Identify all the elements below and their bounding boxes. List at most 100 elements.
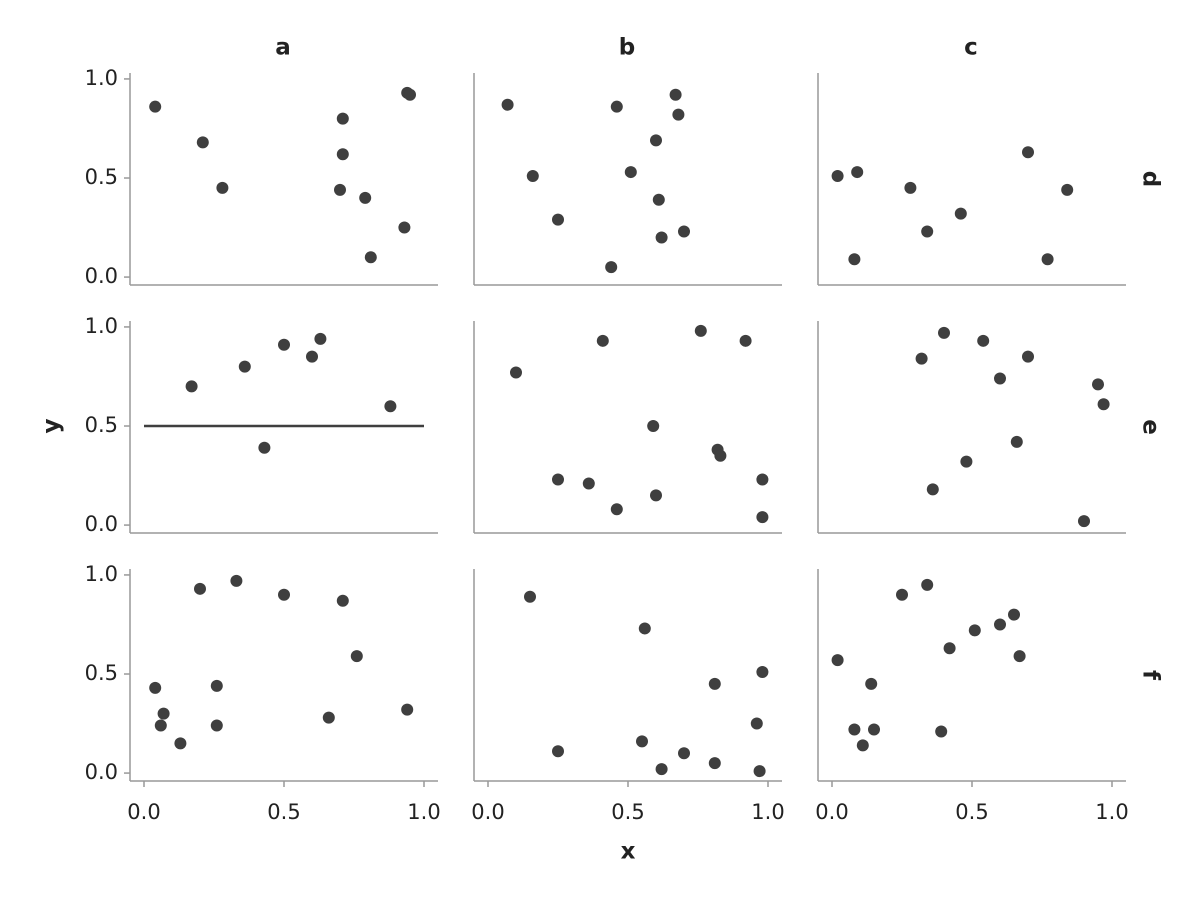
point [968,624,981,637]
point [650,134,662,147]
point [596,334,609,347]
point [1061,183,1074,196]
point [652,193,665,206]
point [401,703,414,716]
x-tick-label: 0.5 [267,800,300,824]
point [636,735,648,748]
y-tick-label: 0.0 [85,512,118,536]
row-label: f [1138,670,1164,681]
point [756,473,769,486]
point [610,503,623,516]
y-tick-label: 0.5 [85,661,118,685]
x-tick-label: 1.0 [407,800,440,824]
point [921,578,934,591]
point [926,483,939,496]
point [1041,253,1054,266]
point [896,588,908,601]
point [1008,608,1020,621]
x-tick-label: 0.0 [471,800,504,824]
x-axis-label: x [621,839,636,865]
point [750,717,763,730]
point [350,650,363,663]
point [935,725,948,738]
x-tick-label: 0.0 [815,800,848,824]
point [672,108,685,121]
point [977,334,990,347]
point [848,253,861,266]
point [501,98,514,111]
y-tick-label: 1.0 [85,314,118,338]
point [831,654,844,667]
point [154,719,167,732]
y-tick-label: 1.0 [85,66,118,90]
point [384,400,397,413]
point [210,679,223,692]
point [669,88,682,101]
y-tick-label: 1.0 [85,562,118,586]
point [230,574,243,587]
point [524,590,536,603]
point [552,473,564,486]
point [1022,350,1034,363]
row-label: d [1138,171,1164,187]
x-tick-label: 0.5 [611,800,644,824]
point [739,334,752,347]
point [856,739,869,752]
point [157,707,170,720]
point [714,449,727,462]
point [708,757,721,770]
point [306,350,318,363]
point [334,183,346,196]
point [960,455,973,468]
point [278,338,290,351]
point [655,763,668,776]
point [552,745,564,758]
y-tick-label: 0.5 [85,413,118,437]
point [185,380,198,393]
point [1092,378,1104,391]
point [831,170,844,183]
point [848,723,861,736]
point [921,225,934,238]
point [638,622,651,635]
point [314,332,327,345]
x-tick-label: 1.0 [751,800,784,824]
point [756,666,769,679]
point [510,366,522,379]
point [678,225,690,238]
point [943,642,956,655]
x-tick-label: 0.5 [955,800,988,824]
point [582,477,595,490]
point [149,681,162,694]
y-tick-label: 0.0 [85,264,118,288]
point [708,677,721,690]
point [1022,146,1034,159]
point [694,324,707,337]
point [994,618,1006,631]
point [647,420,660,433]
point [994,372,1006,385]
y-tick-label: 0.5 [85,165,118,189]
point [865,677,878,690]
point [655,231,668,244]
column-label: c [964,35,978,61]
point [678,747,690,760]
point [210,719,223,732]
point [194,582,206,595]
point [756,511,769,524]
point [624,166,637,179]
point [753,765,766,778]
point [954,207,967,220]
point [174,737,187,750]
point [851,166,864,179]
point [216,181,229,194]
point [650,489,662,502]
point [1013,650,1026,663]
point [868,723,880,736]
x-tick-label: 1.0 [1095,800,1128,824]
point [404,88,416,101]
point [915,352,928,365]
point [336,594,349,607]
point [238,360,251,373]
